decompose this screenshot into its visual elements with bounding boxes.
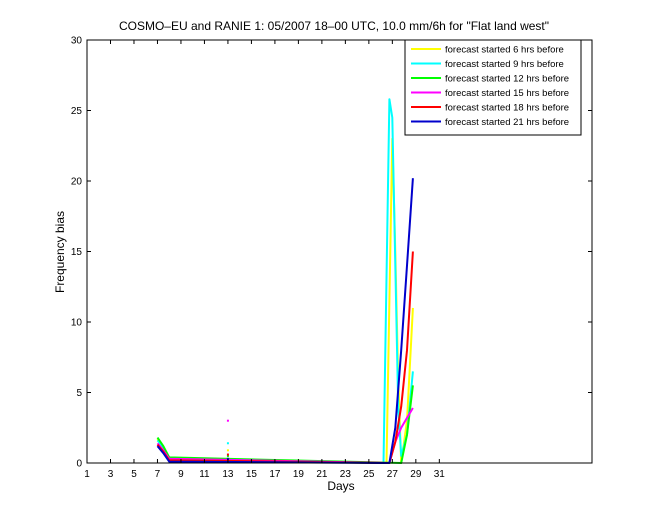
y-axis: 0 5 10 15 20 25 30 [71, 36, 592, 470]
legend-entry: forecast started 12 hrs before [445, 74, 569, 85]
series-point-6 [226, 457, 229, 460]
series-line-2 [156, 98, 414, 464]
legend: forecast started 6 hrs before forecast st… [404, 39, 582, 136]
x-tick-label: 21 [316, 469, 328, 480]
y-tick-label: 30 [71, 36, 83, 47]
series-point-4 [226, 419, 229, 422]
x-tick-label: 3 [108, 469, 114, 480]
y-tick-label: 10 [71, 318, 83, 329]
chart-title: COSMO–EU and RANIE 1: 05/2007 18–00 UTC,… [119, 19, 549, 33]
x-tick-label: 5 [131, 469, 137, 480]
legend-entry: forecast started 9 hrs before [445, 59, 564, 70]
series-point-2 [226, 442, 229, 445]
legend-entry: forecast started 6 hrs before [445, 45, 564, 56]
series-point-5 [226, 453, 229, 456]
x-tick-label: 15 [246, 469, 258, 480]
y-tick-label: 20 [71, 177, 83, 188]
series-line-1 [156, 137, 414, 464]
legend-entry: forecast started 18 hrs before [445, 103, 569, 114]
y-axis-label: Frequency bias [53, 211, 67, 293]
x-tick-label: 13 [222, 469, 234, 480]
x-tick-label: 23 [340, 469, 352, 480]
y-tick-label: 25 [71, 106, 83, 117]
series-line-6 [156, 178, 414, 464]
x-tick-label: 29 [410, 469, 422, 480]
x-tick-label: 17 [269, 469, 281, 480]
series-line-3 [156, 385, 414, 464]
x-axis: 1 3 5 7 9 11 13 15 17 19 21 23 25 27 29 31 [84, 40, 445, 480]
legend-entry: forecast started 15 hrs before [445, 88, 569, 99]
x-tick-label: 7 [155, 469, 161, 480]
y-tick-label: 0 [76, 459, 82, 470]
x-tick-label: 9 [178, 469, 184, 480]
x-axis-label: Days [327, 479, 354, 493]
legend-box [404, 39, 582, 136]
x-tick-label: 11 [199, 469, 210, 480]
y-tick-label: 5 [76, 388, 82, 399]
x-tick-label: 27 [387, 469, 399, 480]
series-line-4 [156, 407, 414, 464]
x-tick-label: 1 [84, 469, 90, 480]
legend-entry: forecast started 21 hrs before [445, 117, 569, 128]
plot-area [156, 98, 414, 464]
x-tick-label: 31 [434, 469, 446, 480]
x-tick-label: 25 [363, 469, 375, 480]
series-line-5 [156, 251, 414, 464]
x-tick-label: 19 [293, 469, 305, 480]
series-point-3 [226, 454, 229, 457]
y-tick-label: 15 [71, 247, 83, 258]
series-point-1 [226, 449, 229, 452]
